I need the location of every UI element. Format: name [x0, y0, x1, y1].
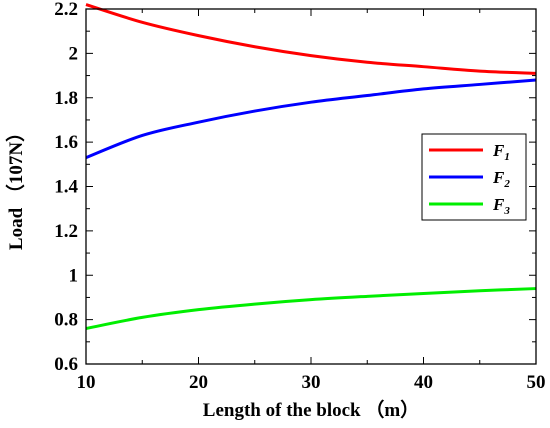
y-tick-label: 1.8: [54, 88, 78, 109]
y-tick-label: 2.2: [54, 0, 78, 20]
y-tick-label: 2: [69, 43, 79, 64]
x-tick-label: 10: [77, 372, 96, 393]
plot-lines: [85, 3, 537, 330]
y-tick-label: 1.2: [54, 221, 78, 242]
y-tick-label: 0.8: [54, 310, 78, 331]
tick-labels: 10 20 30 40 50 0.6 0.8 1 1.2 1.4 1.6 1.8 2 2.2: [54, 0, 545, 393]
y-tick-label: 1.6: [54, 132, 78, 153]
x-tick-label: 40: [414, 372, 433, 393]
x-axis-label: Length of the block （m）: [203, 398, 419, 421]
series-line-2: [85, 78, 537, 160]
x-tick-label: 50: [527, 372, 546, 393]
series-line-3: [85, 287, 537, 330]
x-tick-label: 20: [189, 372, 208, 393]
y-tick-label: 0.6: [54, 354, 78, 375]
y-tick-label: 1.4: [54, 177, 78, 198]
y-axis-label: Load （107N）: [4, 123, 27, 250]
x-tick-label: 30: [302, 372, 321, 393]
axis-ticks: [85, 8, 537, 365]
series-line-1: [85, 3, 537, 75]
y-tick-label: 1: [69, 265, 79, 286]
